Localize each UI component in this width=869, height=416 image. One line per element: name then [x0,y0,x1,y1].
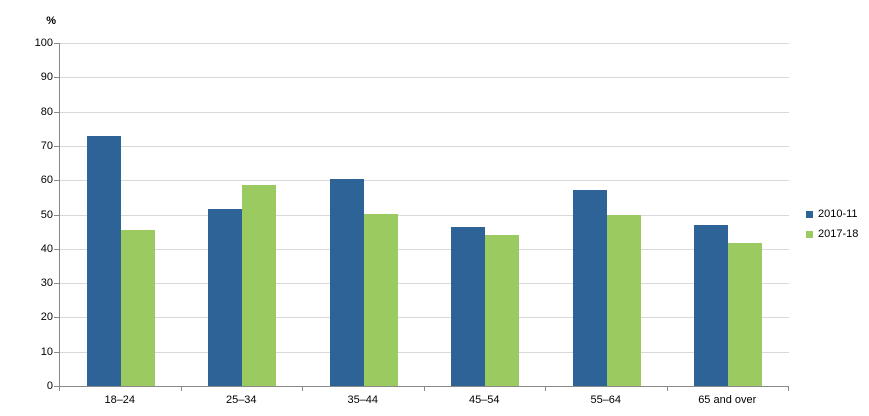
y-axis-label: 70 [40,139,53,152]
x-axis-tick [788,387,789,391]
legend-item: 2010-11 [806,204,858,224]
x-axis-label: 65 and over [698,394,757,406]
x-axis-tick [59,387,60,391]
gridline [60,145,789,147]
gridline [60,43,789,44]
bar [242,185,277,386]
y-axis-labels: 0 10 20 30 40 50 60 70 80 90 100 [0,37,53,392]
y-axis-tick [54,317,59,319]
gridline [60,351,789,353]
x-axis-label: 55–64 [590,394,622,406]
gridline [60,180,789,182]
x-axis-labels: 18–24 25–34 35–44 45–54 55–64 65 and over [59,394,788,410]
gridline [60,77,789,79]
bar [86,135,121,386]
x-axis-label: 45–54 [468,394,500,406]
bar [120,229,155,386]
legend-label: 2017-18 [818,228,859,240]
gridline [60,317,789,319]
y-axis-label: 10 [40,345,53,358]
bar [572,189,607,386]
plot-area [59,43,789,387]
x-axis-tick [423,387,425,391]
x-axis-label: 35–44 [347,394,379,406]
y-axis-tick [54,43,59,44]
y-axis-label: 80 [40,105,53,118]
bar [485,235,520,386]
x-axis-tick [180,387,182,391]
y-axis-tick [54,283,59,285]
x-axis-tick [302,387,303,391]
bar [606,214,641,386]
legend-swatch [806,230,813,238]
y-axis-label: 30 [40,277,53,290]
y-axis-label: 90 [40,71,53,84]
legend-item: 2017-18 [806,224,858,244]
gridline [60,283,789,285]
bar [728,242,763,386]
bar [363,213,398,386]
y-axis-label: 60 [40,174,53,187]
legend: 2010-11 2017-18 [806,204,858,244]
y-axis-tick [54,77,59,79]
legend-label: 2010-11 [818,208,858,220]
y-axis-tick [54,351,59,353]
x-axis-label: 25–34 [225,394,257,406]
x-axis-tick [545,387,546,391]
gridline [60,248,789,250]
gridline [60,111,789,113]
bar [329,178,364,386]
y-axis-tick [54,111,59,113]
legend-swatch [806,210,813,218]
y-axis-tick [54,214,59,216]
x-axis-tick [666,387,668,391]
bar [694,224,729,386]
y-axis-unit-label: % [46,15,56,27]
x-axis-label: 18–24 [104,394,136,406]
y-axis-label: 100 [34,37,53,49]
y-axis-tick [54,386,59,387]
y-axis-tick [54,145,59,147]
bar [451,226,486,386]
y-axis-tick [54,248,59,250]
gridline [60,214,789,216]
bar [208,209,243,386]
y-axis-label: 0 [46,380,53,392]
y-axis-label: 20 [40,311,53,324]
y-axis-label: 40 [40,242,53,255]
y-axis-tick [54,180,59,182]
y-axis-label: 50 [40,208,53,221]
